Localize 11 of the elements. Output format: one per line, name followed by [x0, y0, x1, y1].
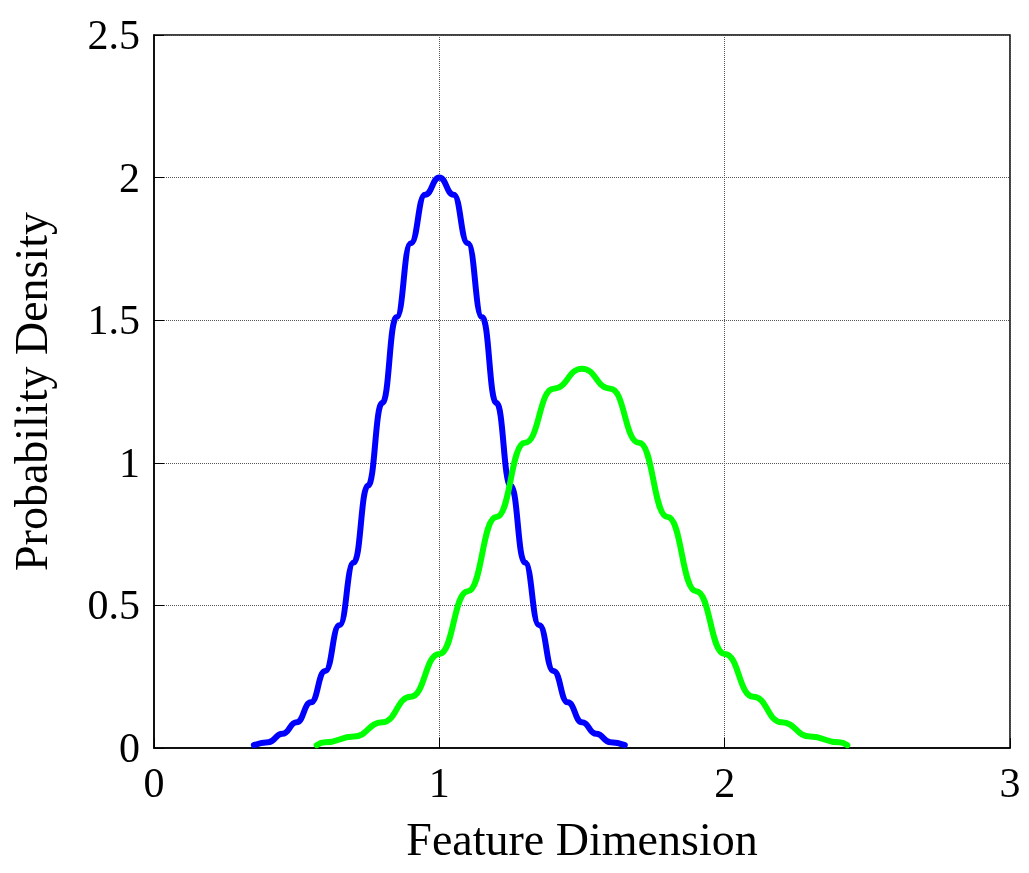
y-tick-label: 1.5	[87, 297, 140, 344]
x-tick-label: 2	[714, 760, 736, 806]
y-tick-label: 0.5	[87, 582, 140, 629]
y-tick-label: 2	[119, 154, 140, 201]
y-tick-label: 1	[119, 439, 140, 486]
y-tick-label: 0	[119, 725, 140, 771]
y-tick-label: 2.5	[87, 12, 140, 58]
x-axis-title: Feature Dimension	[406, 813, 758, 865]
x-tick-label: 1	[428, 760, 450, 806]
x-tick-label: 3	[999, 760, 1021, 806]
y-axis-title: Probability Density	[5, 211, 57, 572]
